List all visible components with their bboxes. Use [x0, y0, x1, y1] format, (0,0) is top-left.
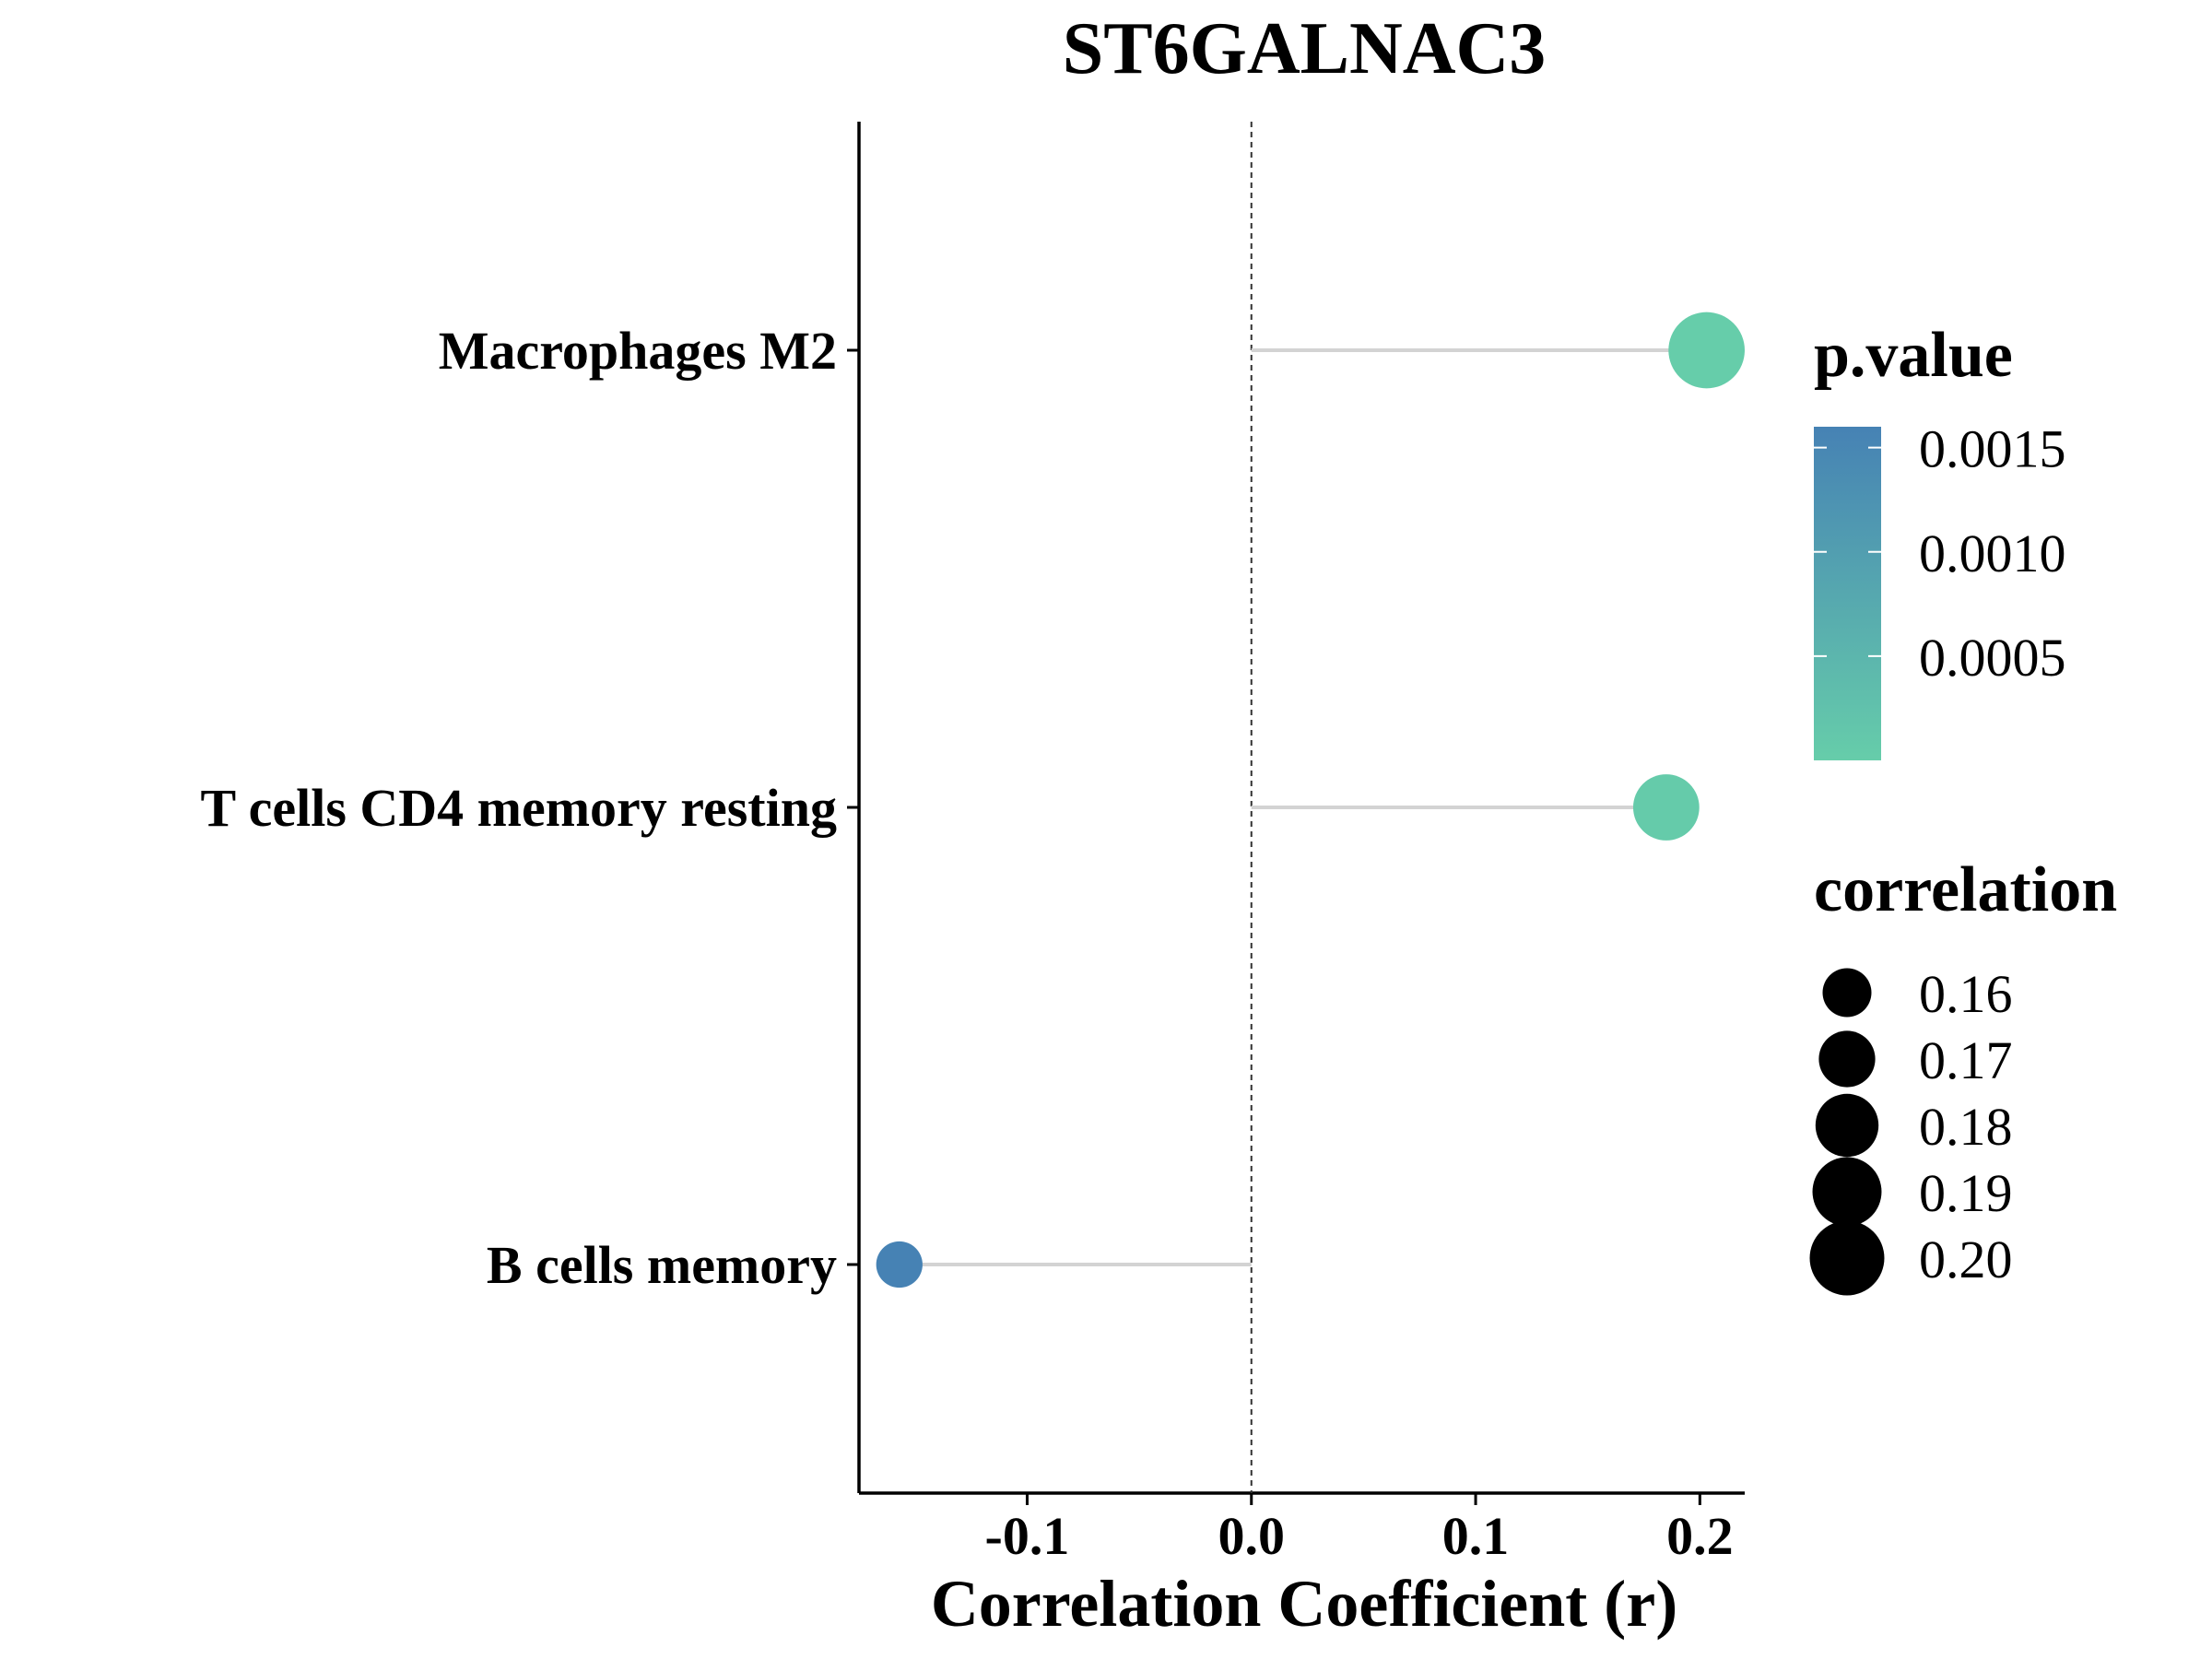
x-axis-title: Correlation Coefficient (r)	[931, 1567, 1677, 1641]
size-legend-dot	[1809, 1220, 1885, 1296]
lollipop-point	[1668, 312, 1745, 389]
y-category-label: Macrophages M2	[439, 321, 837, 381]
size-legend-dot	[1815, 1093, 1879, 1158]
size-legend-dot	[1822, 968, 1872, 1018]
x-tick-label: 0.2	[1666, 1506, 1734, 1566]
size-legend-label: 0.20	[1919, 1230, 2013, 1289]
color-legend-label: 0.0015	[1919, 419, 2066, 479]
size-legend-title: correlation	[1814, 854, 2117, 925]
size-legend-label: 0.16	[1919, 964, 2013, 1024]
color-legend-ticks: 0.0015 0.0010 0.0005	[1814, 419, 2066, 688]
size-legend-dot	[1812, 1157, 1882, 1227]
x-tick-label: 0.0	[1218, 1506, 1286, 1566]
chart-title: ST6GALNAC3	[1063, 8, 1547, 89]
size-legend-entries: 0.160.17 0.180.19 0.20	[1809, 964, 2013, 1296]
lollipop-point	[876, 1241, 923, 1288]
color-legend-bar	[1814, 427, 1881, 760]
color-legend-label: 0.0010	[1919, 524, 2066, 583]
color-legend-label: 0.0005	[1919, 628, 2066, 688]
size-legend-dot	[1818, 1030, 1876, 1088]
size-legend-label: 0.18	[1919, 1097, 2013, 1157]
color-legend-title: p.value	[1814, 320, 2013, 391]
size-legend: correlation 0.160.17 0.180.19 0.20	[1809, 854, 2117, 1296]
x-tick-label: -0.1	[985, 1506, 1070, 1566]
y-category-label: B cells memory	[487, 1235, 837, 1295]
color-legend: p.value 0.0015 0.0010 0.0005	[1814, 320, 2066, 760]
size-legend-label: 0.17	[1919, 1030, 2013, 1090]
y-category-label: T cells CD4 memory resting	[200, 778, 837, 838]
size-legend-label: 0.19	[1919, 1163, 2013, 1223]
lollipop-point	[1632, 774, 1700, 841]
x-tick-label: 0.1	[1442, 1506, 1510, 1566]
plot-area: -0.1 0.0 0.1 0.2 Macrophages M2 T cells CD4 m…	[200, 122, 1745, 1566]
